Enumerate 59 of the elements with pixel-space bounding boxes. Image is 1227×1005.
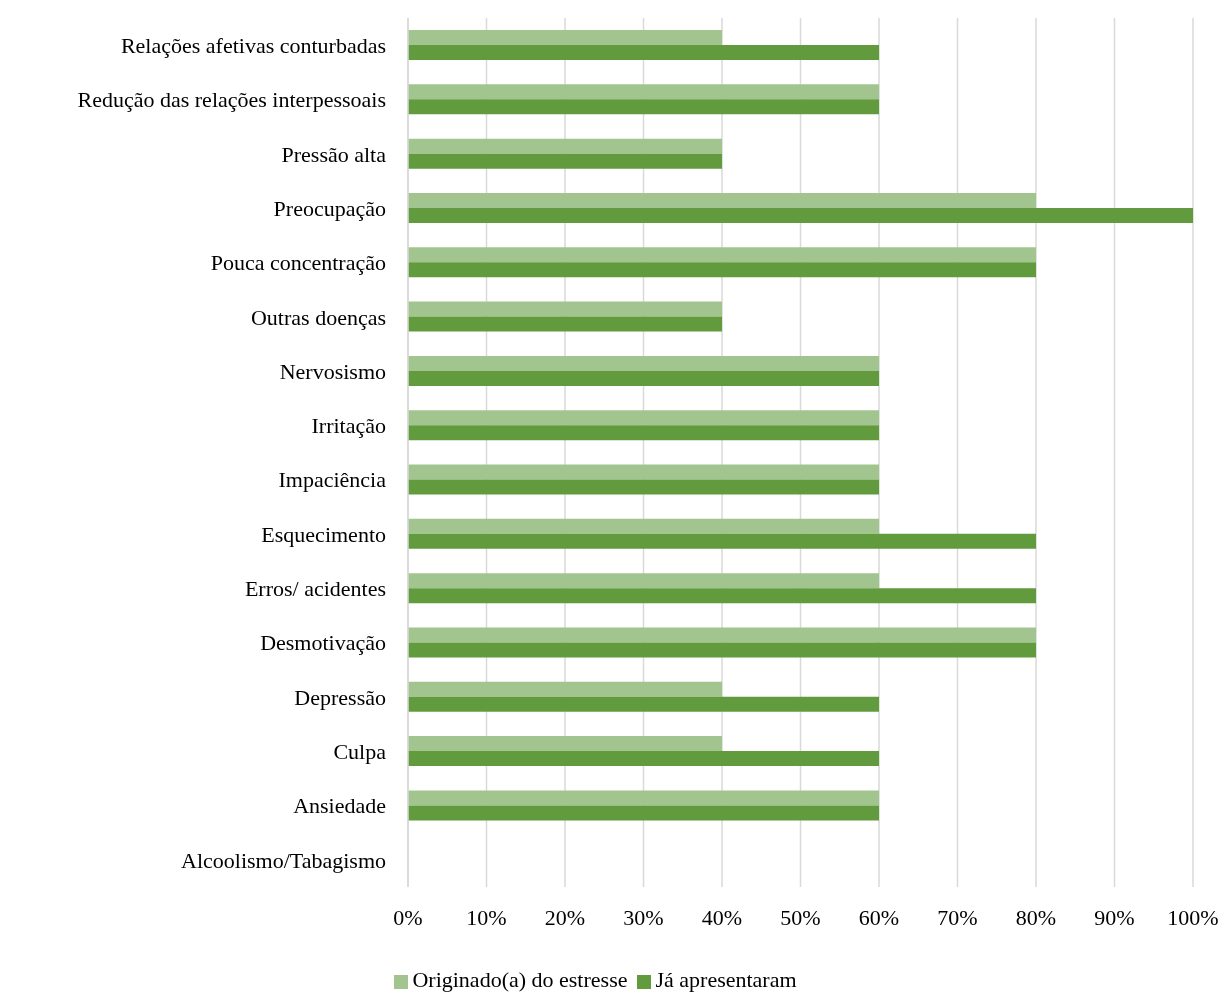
bar xyxy=(408,696,879,712)
bar xyxy=(408,588,1036,604)
bar xyxy=(408,790,879,806)
legend-label: Originado(a) do estresse xyxy=(412,967,628,992)
bar xyxy=(408,247,1036,263)
bar xyxy=(408,642,1036,658)
bar xyxy=(408,99,879,115)
x-tick-label: 0% xyxy=(393,904,423,930)
y-tick-label: Nervosismo xyxy=(279,358,386,384)
x-tick-label: 90% xyxy=(1094,904,1135,930)
bar xyxy=(408,736,722,752)
x-tick-label: 10% xyxy=(466,904,507,930)
y-tick-label: Erros/ acidentes xyxy=(244,576,386,602)
y-tick-label: Alcoolismo/Tabagismo xyxy=(181,847,386,873)
y-tick-label: Pouca concentração xyxy=(210,250,386,276)
y-tick-label: Depressão xyxy=(294,684,386,710)
y-tick-label: Esquecimento xyxy=(261,521,386,547)
bar xyxy=(408,207,1193,223)
bar xyxy=(408,192,1036,208)
bar xyxy=(408,464,879,480)
bar xyxy=(408,627,1036,643)
y-tick-label: Relações afetivas conturbadas xyxy=(120,32,386,58)
y-tick-label: Ansiedade xyxy=(293,793,386,819)
y-tick-label: Impaciência xyxy=(278,467,387,493)
y-tick-label: Outras doenças xyxy=(250,304,386,330)
bar xyxy=(408,479,879,495)
bar xyxy=(408,30,722,45)
y-tick-label: Preocupação xyxy=(273,195,386,221)
bar xyxy=(408,370,879,386)
bar xyxy=(408,84,879,100)
bar xyxy=(408,153,722,169)
bar xyxy=(408,355,879,371)
bar xyxy=(408,681,722,697)
bar xyxy=(408,45,879,60)
bar xyxy=(408,751,879,767)
x-tick-label: 100% xyxy=(1167,904,1219,930)
y-tick-label: Redução das relações interpessoais xyxy=(77,87,386,113)
bar xyxy=(408,518,879,534)
x-tick-label: 60% xyxy=(858,904,900,930)
bar xyxy=(408,533,1036,549)
y-tick-label: Irritação xyxy=(311,413,386,439)
y-tick-label: Pressão alta xyxy=(281,141,387,167)
y-tick-label: Culpa xyxy=(333,739,387,765)
bar xyxy=(408,573,879,589)
x-tick-label: 70% xyxy=(937,904,978,930)
x-tick-label: 30% xyxy=(623,904,664,930)
bar xyxy=(408,316,722,332)
x-tick-label: 40% xyxy=(701,904,743,930)
bar xyxy=(408,805,879,821)
bar xyxy=(408,410,879,426)
x-tick-label: 20% xyxy=(544,904,586,930)
y-tick-label: Desmotivação xyxy=(260,630,386,656)
x-tick-label: 50% xyxy=(780,904,821,930)
bar xyxy=(408,425,879,441)
legend-label: Já apresentaram xyxy=(655,967,797,992)
bar xyxy=(408,138,722,154)
bar xyxy=(408,301,722,317)
bar xyxy=(408,262,1036,278)
x-tick-label: 80% xyxy=(1015,904,1057,930)
